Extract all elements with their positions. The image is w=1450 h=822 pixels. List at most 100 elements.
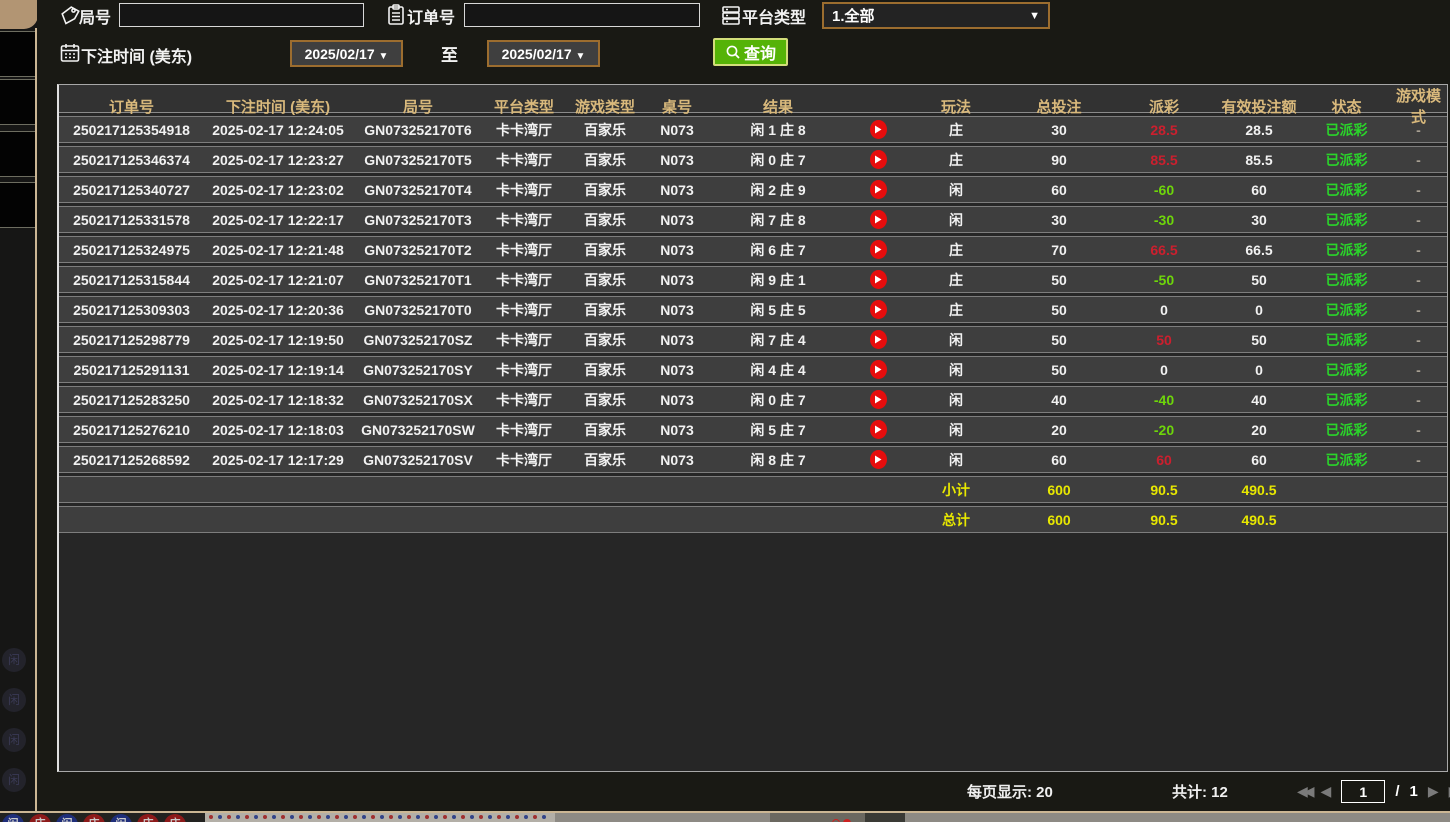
cell-time: 2025-02-17 12:21:07 (212, 271, 344, 288)
cell-game: 百家乐 (584, 271, 626, 288)
play-video-icon[interactable] (869, 210, 887, 229)
chevron-down-icon: ▼ (378, 50, 389, 62)
cell-sum-payout: 90.5 (1150, 511, 1178, 528)
background-bead: 闲 (56, 814, 78, 822)
cell-time: 2025-02-17 12:20:36 (212, 301, 344, 318)
cell-platform: 卡卡湾厅 (496, 211, 552, 228)
cell-game: 百家乐 (584, 151, 626, 168)
subtotal-row: 小计 600 90.5 490.5 (59, 476, 1447, 503)
cell-order: 250217125346374 (73, 151, 190, 168)
cell-time: 2025-02-17 12:22:17 (212, 211, 344, 228)
road-marker-icons (832, 814, 854, 822)
cell-result: 闲 6 庄 7 (750, 241, 806, 258)
play-video-icon[interactable] (869, 360, 887, 379)
orders-table: 订单号 下注时间 (美东) 局号 平台类型 游戏类型 桌号 结果 玩法 总投注 … (57, 84, 1448, 772)
next-page-button[interactable]: ▶ (1427, 783, 1439, 799)
date-from-picker[interactable]: 2025/02/17 ▼ (290, 40, 403, 67)
order-input[interactable] (464, 3, 700, 27)
panel-left-border (35, 28, 37, 813)
cell-result: 闲 0 庄 7 (750, 391, 806, 408)
play-video-icon[interactable] (869, 120, 887, 139)
cell-order: 250217125340727 (73, 181, 190, 198)
chevron-down-icon: ▼ (1029, 9, 1040, 22)
pagination: ◀◀ ◀ / 1 ▶ ▶▶ (1297, 780, 1450, 803)
cell-round: GN073252170T2 (364, 241, 472, 258)
cell-bet: 30 (1051, 211, 1067, 228)
cell-order: 250217125283250 (73, 391, 190, 408)
last-page-button[interactable]: ▶▶ (1449, 783, 1450, 800)
cell-order: 250217125309303 (73, 301, 190, 318)
cell-valid: 85.5 (1245, 151, 1273, 168)
cell-round: GN073252170SX (363, 391, 473, 408)
cell-mode: - (1416, 241, 1421, 258)
cell-video (848, 330, 908, 349)
play-video-icon[interactable] (869, 150, 887, 169)
cell-round: GN073252170SW (361, 421, 475, 438)
background-menu-box (0, 182, 35, 228)
tag-icon (61, 6, 80, 25)
cell-mode: - (1416, 331, 1421, 348)
background-bead: 闲 (2, 814, 24, 822)
cell-payout: -20 (1153, 421, 1175, 438)
cell-result: 闲 4 庄 4 (750, 361, 806, 378)
dimmed-bead: 闲 (2, 728, 26, 752)
cell-mode: - (1416, 361, 1421, 378)
to-label: 至 (441, 46, 458, 65)
cell-payout: -50 (1153, 271, 1175, 288)
cell-bet: 70 (1051, 241, 1067, 258)
play-video-icon[interactable] (869, 420, 887, 439)
cell-status: 已派彩 (1325, 151, 1368, 168)
play-video-icon[interactable] (869, 240, 887, 259)
background-road-area (555, 813, 770, 822)
cell-round: GN073252170T6 (364, 121, 472, 138)
play-video-icon[interactable] (869, 300, 887, 319)
cell-platform: 卡卡湾厅 (496, 241, 552, 258)
cell-mode: - (1416, 451, 1421, 468)
play-video-icon[interactable] (869, 390, 887, 409)
cell-time: 2025-02-17 12:21:48 (212, 241, 344, 258)
cell-game: 百家乐 (584, 241, 626, 258)
cell-play: 庄 (949, 241, 963, 258)
date-to-picker[interactable]: 2025/02/17 ▼ (487, 40, 600, 67)
cell-video (848, 270, 908, 289)
dimmed-bead: 闲 (2, 768, 26, 792)
cell-bet: 50 (1051, 331, 1067, 348)
play-video-icon[interactable] (869, 450, 887, 469)
col-status: 状态 (1331, 98, 1362, 116)
cell-payout: 0 (1160, 301, 1168, 318)
round-input[interactable] (119, 3, 364, 27)
first-page-button[interactable]: ◀◀ (1297, 783, 1314, 799)
table-row: 250217125291131 2025-02-17 12:19:14 GN0732… (59, 356, 1447, 383)
col-play: 玩法 (940, 98, 971, 116)
cell-round: GN073252170SY (363, 361, 473, 378)
background-bead: 庄 (137, 814, 159, 822)
cell-result: 闲 1 庄 8 (750, 121, 806, 138)
cell-payout: 50 (1156, 331, 1172, 348)
col-mode: 游戏模式 (1395, 88, 1441, 126)
play-video-icon[interactable] (869, 330, 887, 349)
cell-status: 已派彩 (1325, 241, 1368, 258)
cell-payout: -30 (1153, 211, 1175, 228)
order-label: 订单号 (407, 10, 456, 27)
dimmed-bead: 闲 (2, 688, 26, 712)
cell-sum-payout: 90.5 (1150, 481, 1178, 498)
play-video-icon[interactable] (869, 270, 887, 289)
prev-page-button[interactable]: ◀ (1320, 783, 1332, 799)
table-header-row: 订单号 下注时间 (美东) 局号 平台类型 游戏类型 桌号 结果 玩法 总投注 … (59, 85, 1447, 126)
cell-time: 2025-02-17 12:17:29 (212, 451, 344, 468)
cell-valid: 50 (1251, 331, 1267, 348)
platform-select[interactable]: 1.全部 ▼ (822, 2, 1050, 29)
search-icon (726, 45, 740, 59)
cell-valid: 50 (1251, 271, 1267, 288)
cell-play: 庄 (949, 271, 963, 288)
page-number-input[interactable] (1341, 780, 1386, 803)
cell-platform: 卡卡湾厅 (496, 151, 552, 168)
cell-status: 已派彩 (1325, 301, 1368, 318)
cell-time: 2025-02-17 12:19:14 (212, 361, 344, 378)
background-menu-box (0, 79, 35, 125)
col-valid: 有效投注额 (1221, 98, 1297, 116)
table-row: 250217125315844 2025-02-17 12:21:07 GN0732… (59, 266, 1447, 293)
query-button[interactable]: 查询 (713, 38, 789, 66)
chevron-down-icon: ▼ (575, 50, 586, 62)
play-video-icon[interactable] (869, 180, 887, 199)
